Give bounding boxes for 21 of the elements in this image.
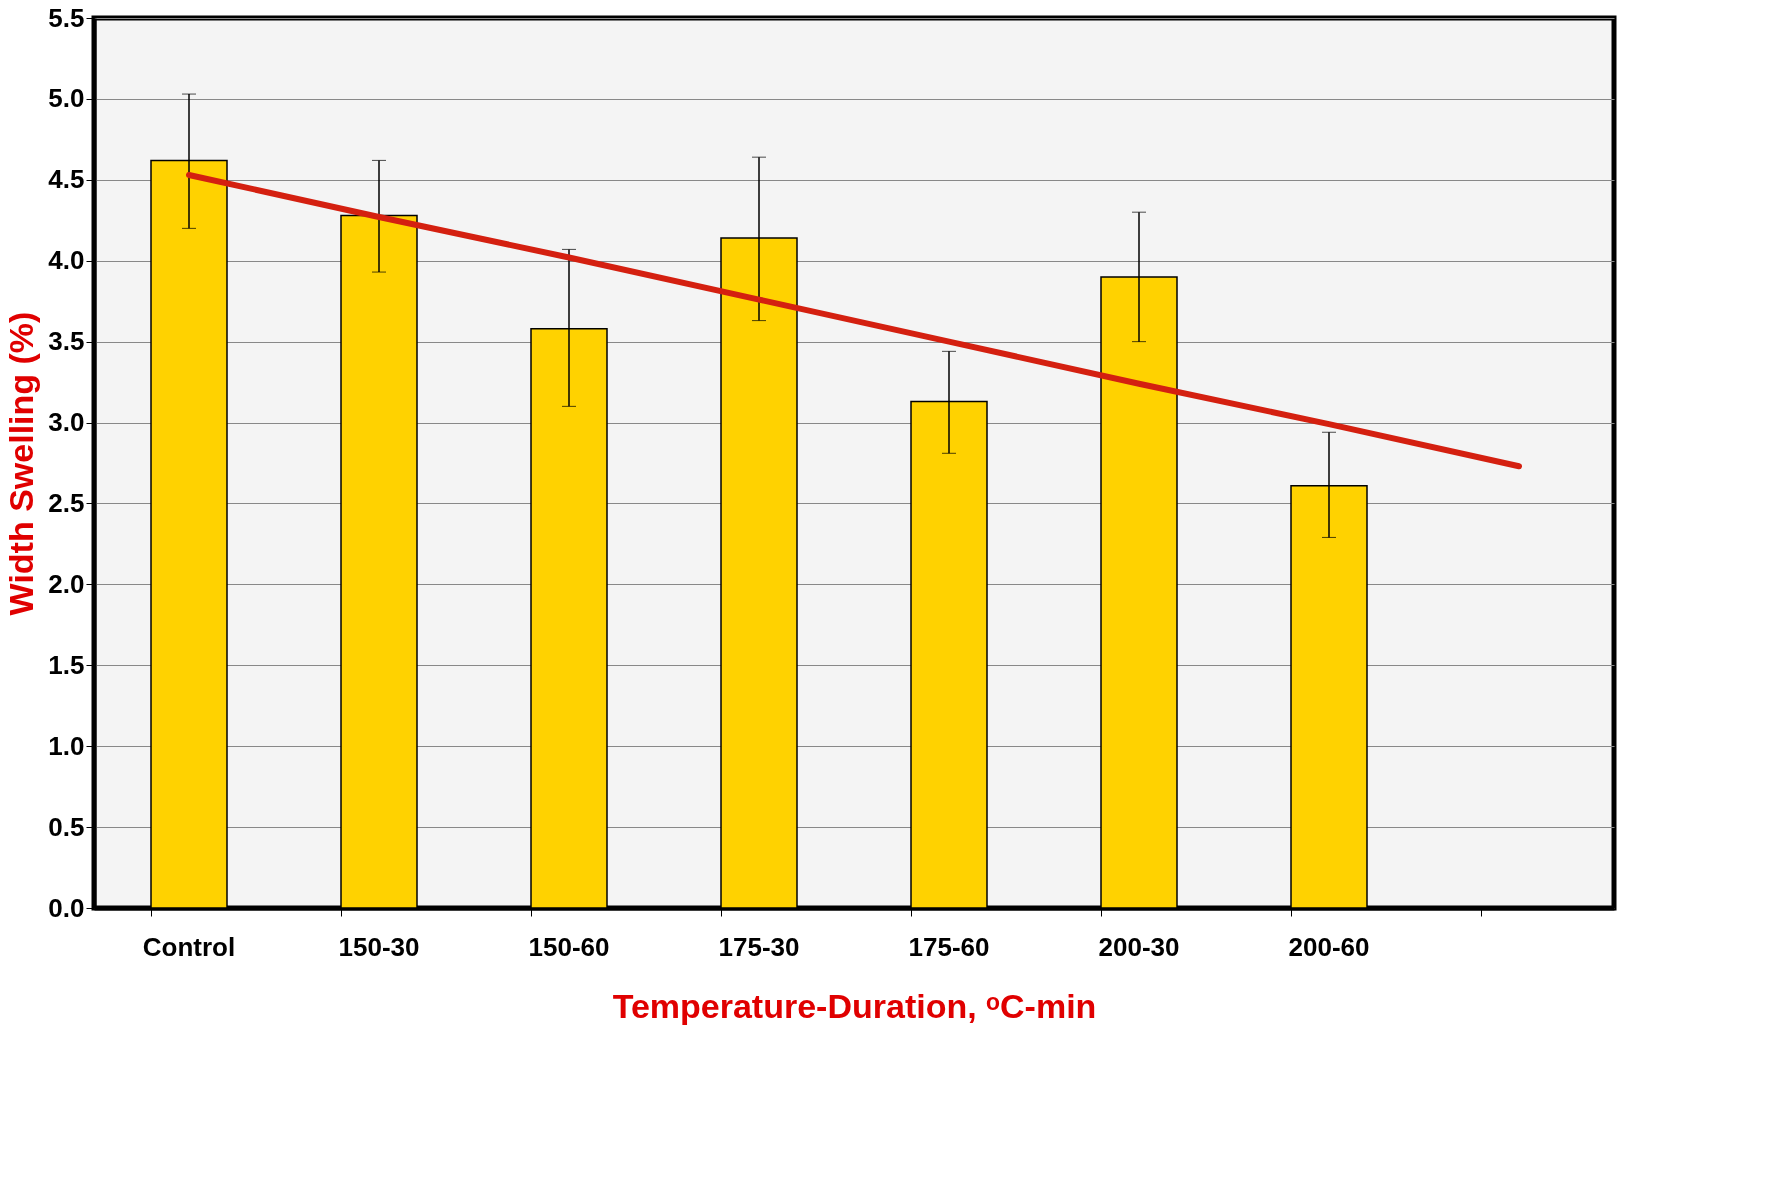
y-tick-label: 2.5 [48,487,85,518]
y-tick-label: 1.5 [48,649,85,680]
y-tick-label: 4.5 [48,164,85,195]
y-tick-label: 5.0 [48,83,85,114]
y-tick-label: 2.0 [48,568,85,599]
y-tick-label: 3.0 [48,407,85,438]
x-axis-title: Temperature-Duration, ᵒC-min [612,986,1097,1025]
y-tick-label: 0.0 [48,892,85,923]
x-tick-label: 150-60 [528,931,610,962]
x-tick-label: 175-60 [908,931,990,962]
y-tick-label: 4.0 [48,245,85,276]
x-tick-label: Control [142,931,236,962]
y-axis-title: Width Swelling (%) [2,311,41,616]
y-tick-label: 0.5 [48,811,85,842]
x-tick-label: 175-30 [718,931,800,962]
y-tick-label: 5.5 [48,2,85,33]
y-tick-label: 3.5 [48,326,85,357]
x-tick-label: 200-30 [1098,931,1180,962]
y-tick-label: 1.0 [48,730,85,761]
x-tick-label: 150-30 [338,931,420,962]
x-tick-label: 200-60 [1288,931,1370,962]
